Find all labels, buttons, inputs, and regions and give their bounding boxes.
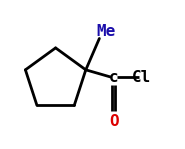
- Text: O: O: [109, 114, 118, 129]
- Text: Cl: Cl: [132, 70, 151, 85]
- Text: c: c: [109, 70, 118, 85]
- Text: Me: Me: [97, 24, 116, 39]
